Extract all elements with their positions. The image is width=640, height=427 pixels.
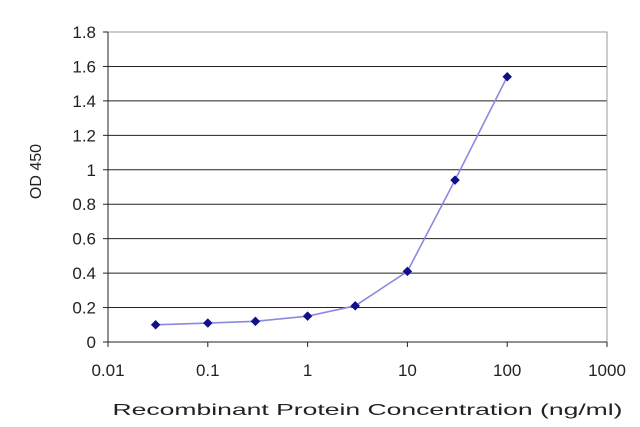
- y-tick-label: 1.8: [72, 23, 96, 42]
- y-tick-label: 0: [87, 333, 96, 352]
- data-series: [150, 71, 513, 330]
- data-point-marker: [450, 175, 460, 185]
- x-tick-label: 0.01: [91, 361, 124, 380]
- data-point-marker: [350, 300, 361, 311]
- x-tick-label: 1: [303, 361, 312, 380]
- x-tick-label: 10: [398, 361, 417, 380]
- y-tick-label: 0.6: [72, 230, 96, 249]
- tick-labels: 0 0.2 0.4 0.6 0.8 1 1.2 1.4 1.6 1.8 0.01 0.1 1 10 100 1…: [72, 23, 626, 380]
- series-line: [155, 76, 508, 326]
- y-tick-label: 0.2: [72, 299, 96, 318]
- y-tick-label: 1.4: [72, 92, 96, 111]
- y-tick-label: 0.4: [72, 264, 96, 283]
- x-tick-label: 100: [493, 361, 521, 380]
- y-tick-label: 1.2: [72, 126, 96, 145]
- axes: [103, 31, 608, 347]
- x-tick-label: 1000: [588, 361, 626, 380]
- y-tick-label: 1.6: [72, 57, 96, 76]
- data-point-marker: [150, 319, 161, 330]
- x-tick-label: 0.1: [196, 361, 220, 380]
- data-point-marker: [302, 311, 313, 322]
- y-axis-title: OD 450: [28, 144, 45, 199]
- y-tick-label: 0.8: [72, 195, 96, 214]
- data-point-marker: [250, 316, 261, 327]
- data-point-marker: [202, 318, 213, 328]
- data-point-marker: [402, 266, 413, 277]
- x-axis-title: Recombinant Protein Concentration (ng/ml…: [113, 402, 623, 419]
- data-point-marker: [502, 71, 513, 82]
- y-tick-label: 1: [87, 161, 96, 180]
